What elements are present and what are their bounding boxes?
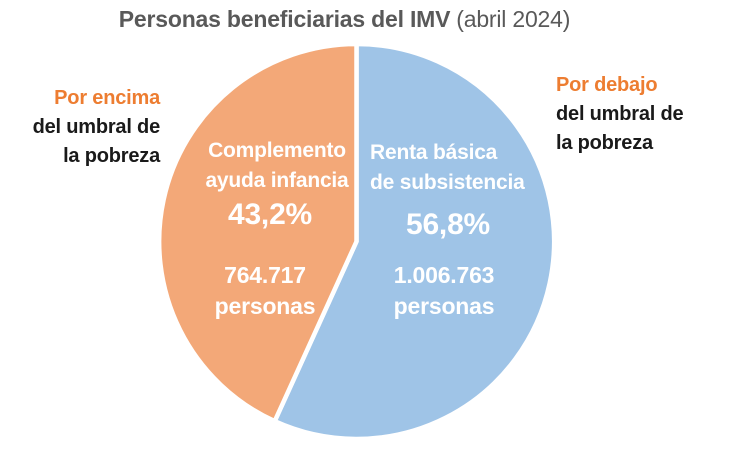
slice-people-count: 764.717 [224,262,306,288]
slice-label-complemento: Complemento ayuda infancia [205,136,348,196]
pie-slice-renta-basica [272,41,557,442]
slice-label-renta-basica: Renta básica de subsistencia [370,138,525,198]
chart-title: Personas beneficiarias del IMV (abril 202… [0,6,711,33]
annotation-line: del umbral de [556,103,684,125]
slice-people-complemento: 764.717 personas [215,260,316,322]
slice-people-renta-basica: 1.006.763 personas [394,260,495,322]
annotation-line: del umbral de [32,116,161,138]
slice-people-word: personas [393,293,495,319]
slice-label-line: Renta básica [370,141,498,164]
annotation-line: la pobreza [556,132,653,154]
slice-label-line: de subsistencia [370,171,525,194]
annotation-line: la pobreza [63,145,160,167]
annotation-lead: Por encima [54,87,160,109]
slice-label-line: Complemento [208,139,346,162]
annotation-above-poverty: Por encima del umbral de la pobreza [0,84,161,171]
slice-percent-complemento: 43,2% [227,198,313,231]
pie-slice-complemento [156,41,359,424]
annotation-lead: Por debajo [556,74,658,96]
annotation-below-poverty: Por debajo del umbral de la pobreza [556,71,684,158]
slice-people-word: personas [214,293,316,319]
chart-title-period: (abril 2024) [456,6,571,32]
chart-title-main: Personas beneficiarias del IMV [118,6,451,32]
slice-percent-renta-basica: 56,8% [405,208,491,241]
slice-label-line: ayuda infancia [205,169,349,192]
slice-people-count: 1.006.763 [393,262,495,288]
